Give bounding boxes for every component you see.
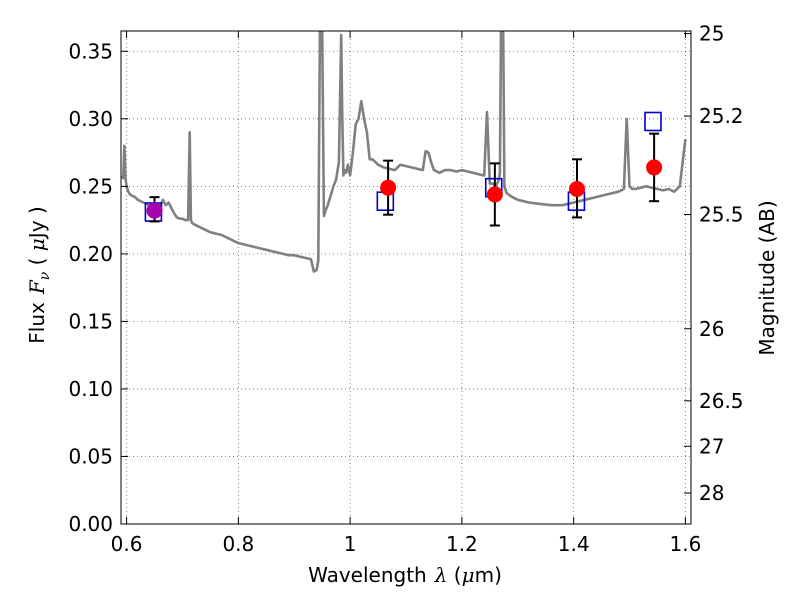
y-tick-label: 0.30 (68, 107, 113, 131)
y2-tick-label: 25.5 (699, 203, 744, 227)
y-tick-label: 0.35 (68, 39, 113, 63)
y2-tick-label: 25.2 (699, 104, 744, 128)
x-axis-label-unit-close: m) (475, 563, 502, 587)
observed-points-layer (146, 159, 663, 219)
x-axis-label-prefix: Wavelength (308, 563, 427, 587)
model-point-square (644, 111, 662, 132)
x-axis-label: Wavelength λ (μm) (308, 563, 502, 587)
y2-tick-label: 28 (699, 481, 724, 505)
observed-point (380, 179, 397, 196)
x-tick-label: 1.2 (446, 532, 478, 556)
x-axis-label-symbol: λ (434, 563, 448, 587)
y-tick-label: 0.00 (68, 512, 113, 536)
ticks-layer: 0.6 0.8 1 1.2 1.4 1.6 0.00 0.05 0.10 0.15 0.20 0.25… (68, 22, 743, 556)
error-bars-layer (149, 132, 660, 227)
x-tick-label: 1.4 (558, 532, 590, 556)
y-axis-label-prefix: Flux (25, 302, 49, 344)
y-axis-label-unit-open: ( (25, 251, 49, 272)
y-axis-label-unit-close: Jy ) (25, 206, 49, 240)
observed-point (486, 186, 503, 203)
y-tick-label: 0.05 (68, 444, 113, 468)
y2-tick-label: 27 (699, 434, 724, 458)
y2-axis-label: Magnitude (AB) (755, 200, 779, 355)
y-axis-label-symbol-nu: ν (37, 271, 53, 280)
y-tick-label: 0.10 (68, 377, 113, 401)
y-axis-label-symbol-f: F (25, 279, 49, 295)
spectrum-layer (121, 31, 687, 273)
x-axis-label-unit-mu: μ (462, 563, 475, 587)
highlight-point (146, 202, 163, 219)
y2-tick-label: 25 (699, 22, 724, 46)
x-axis-label-unit-open: ( (447, 563, 461, 587)
x-tick-label: 0.6 (111, 532, 143, 556)
spectrum-line (121, 31, 687, 273)
observed-point (646, 159, 663, 176)
y-tick-label: 0.15 (68, 309, 113, 333)
y-tick-label: 0.25 (68, 174, 113, 198)
plot-frame (120, 30, 692, 525)
y-tick-label: 0.20 (68, 242, 113, 266)
y-axis-label: Flux Fν ( μJy ) (25, 206, 53, 343)
y2-tick-label: 26 (699, 317, 724, 341)
x-tick-label: 1 (344, 532, 357, 556)
y2-tick-label: 26.5 (699, 389, 744, 413)
x-tick-label: 0.8 (222, 532, 254, 556)
observed-point (569, 181, 585, 198)
x-tick-label: 1.6 (670, 532, 702, 556)
grid-lines (121, 31, 691, 525)
y-axis-label-unit-mu: μ (25, 238, 49, 251)
model-points-layer (144, 111, 662, 222)
